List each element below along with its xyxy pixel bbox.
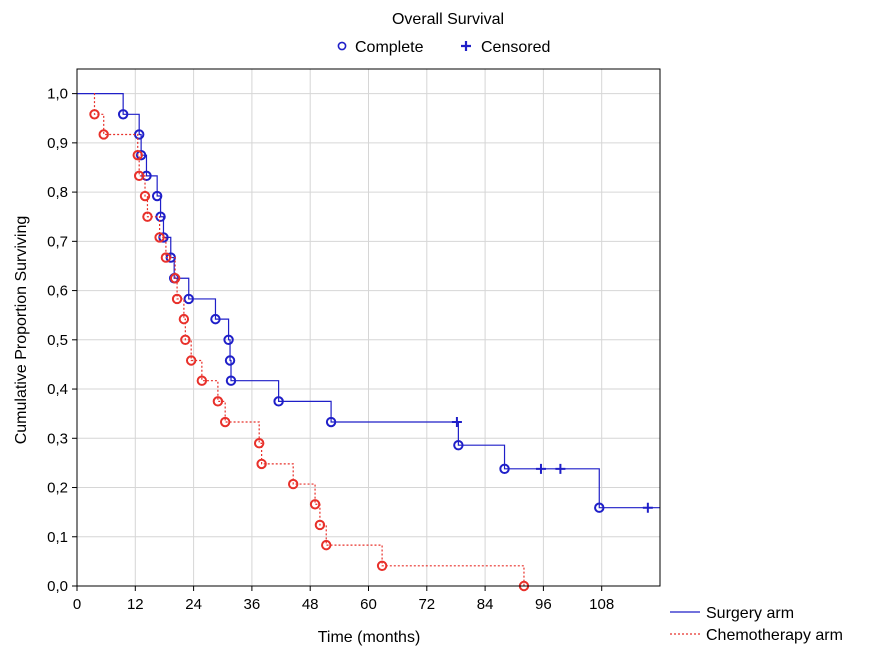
- marker-legend-censored-label: Censored: [481, 39, 550, 56]
- event-marker-chemo: [132, 149, 143, 161]
- censor-marker-surgery: [555, 463, 566, 474]
- x-tick-label: 60: [360, 596, 377, 613]
- event-marker-chemo: [160, 252, 172, 263]
- chart-title: Overall Survival: [392, 11, 504, 28]
- event-marker-surgery: [210, 313, 221, 325]
- event-marker-chemo: [178, 313, 190, 325]
- event-marker-chemo: [185, 355, 197, 366]
- y-tick-label: 0,3: [47, 430, 68, 447]
- series-layer: [77, 93, 660, 592]
- censor-marker-surgery: [451, 417, 462, 428]
- event-marker-chemo: [219, 416, 231, 428]
- event-marker-chemo: [287, 478, 299, 490]
- event-marker-chemo: [180, 334, 191, 346]
- x-tick-label: 0: [73, 596, 81, 613]
- event-marker-surgery: [273, 396, 284, 407]
- event-marker-surgery: [594, 502, 605, 513]
- event-marker-surgery: [141, 170, 152, 182]
- event-marker-surgery: [225, 375, 237, 386]
- event-marker-chemo: [309, 499, 321, 510]
- event-marker-chemo: [169, 273, 181, 284]
- marker-legend-censored-symbol: [461, 41, 471, 51]
- legend-chemo-label: Chemotherapy arm: [706, 627, 843, 644]
- y-tick-label: 0,7: [47, 233, 68, 250]
- series-chemo: [89, 93, 530, 592]
- event-marker-chemo: [256, 458, 267, 470]
- censor-marker-surgery: [642, 502, 653, 513]
- y-tick-label: 0,0: [47, 578, 68, 595]
- event-marker-chemo: [89, 109, 100, 120]
- x-tick-label: 24: [185, 596, 202, 613]
- event-marker-surgery: [117, 109, 129, 120]
- event-marker-chemo: [376, 560, 388, 572]
- event-marker-chemo: [314, 519, 326, 531]
- x-axis-title: Time (months): [318, 629, 421, 646]
- x-tick-label: 36: [244, 596, 261, 613]
- event-marker-chemo: [212, 396, 224, 407]
- event-marker-chemo: [133, 170, 145, 182]
- event-marker-chemo: [321, 539, 332, 551]
- event-marker-surgery: [224, 355, 236, 366]
- event-marker-surgery: [325, 416, 337, 428]
- series-line-surgery: [77, 93, 660, 509]
- event-marker-surgery: [151, 190, 163, 202]
- series-line-chemo: [93, 93, 525, 586]
- x-tick-label: 72: [418, 596, 435, 613]
- censor-marker-surgery: [535, 463, 546, 474]
- x-tick-label: 12: [127, 596, 144, 613]
- event-marker-chemo: [171, 293, 183, 305]
- y-tick-label: 0,1: [47, 529, 68, 546]
- event-marker-surgery: [499, 463, 510, 475]
- x-axis: 0 12 24 36 48 60 72 84 96 108: [73, 586, 614, 613]
- y-tick-label: 0,5: [47, 332, 68, 349]
- event-marker-surgery: [453, 439, 464, 451]
- event-marker-chemo: [196, 375, 208, 386]
- y-tick-label: 0,2: [47, 480, 68, 497]
- event-marker-chemo: [154, 232, 165, 243]
- x-tick-label: 96: [535, 596, 552, 613]
- y-tick-label: 0,8: [47, 184, 68, 201]
- legend-surgery-label: Surgery arm: [706, 605, 794, 622]
- x-tick-label: 84: [477, 596, 494, 613]
- marker-legend-complete-symbol: [337, 41, 347, 51]
- event-marker-surgery: [223, 334, 234, 346]
- event-marker-chemo: [142, 211, 153, 222]
- x-tick-label: 48: [302, 596, 319, 613]
- series-legend: Surgery arm Chemotherapy arm: [670, 605, 843, 644]
- event-marker-chemo: [253, 438, 265, 449]
- y-tick-label: 0,4: [47, 381, 68, 398]
- grid: [77, 69, 660, 586]
- event-marker-surgery: [183, 293, 194, 305]
- event-marker-chemo: [98, 129, 109, 140]
- event-marker-chemo: [139, 190, 151, 202]
- event-marker-surgery: [135, 149, 147, 161]
- marker-legend-complete-label: Complete: [355, 39, 424, 56]
- y-axis-title: Cumulative Proportion Surviving: [13, 216, 30, 445]
- y-axis: 0,0 0,1 0,2 0,3 0,4 0,5 0,6 0,7 0,8 0,9 1,0: [47, 86, 77, 595]
- x-tick-label: 108: [589, 596, 614, 613]
- marker-legend: Complete Censored: [337, 39, 550, 56]
- y-tick-label: 1,0: [47, 86, 68, 103]
- y-tick-label: 0,9: [47, 135, 68, 152]
- y-tick-label: 0,6: [47, 283, 68, 300]
